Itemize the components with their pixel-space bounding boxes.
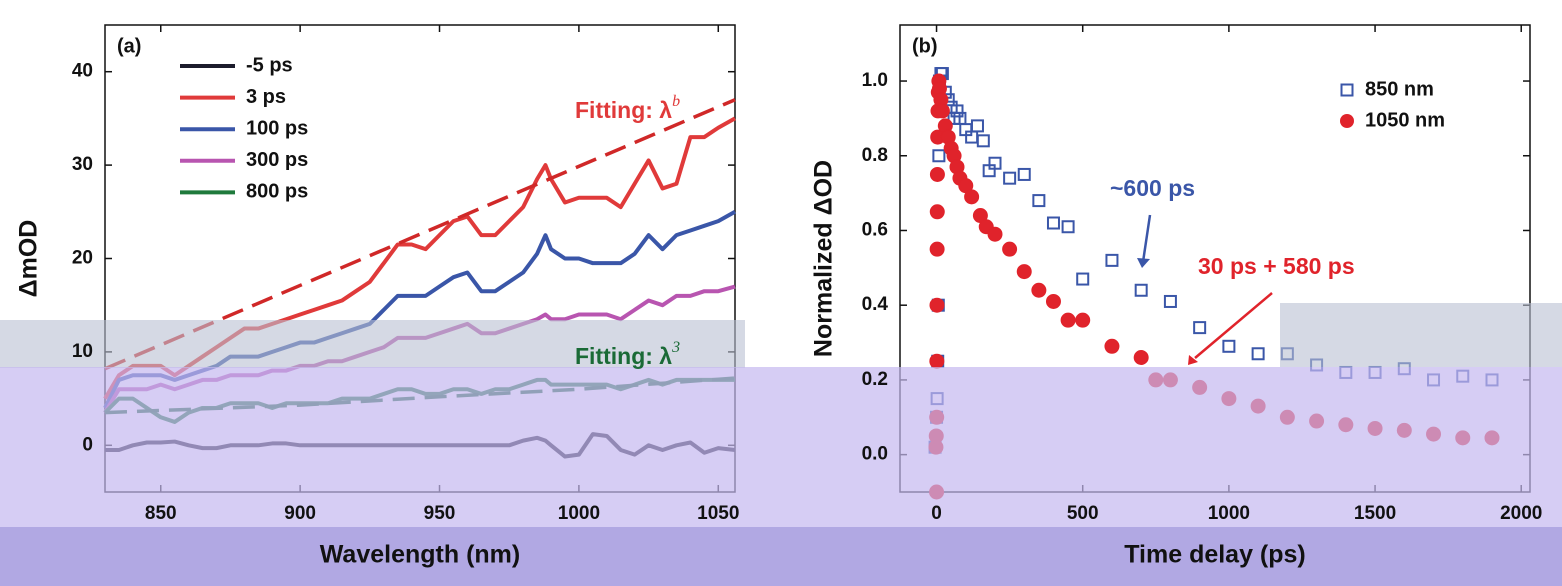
x-tick-label: 2000 (1500, 503, 1542, 524)
x-tick-label: 950 (424, 503, 456, 524)
point (932, 149, 946, 163)
point (929, 204, 945, 220)
y-tick-label: 1.0 (862, 70, 888, 91)
y-tick-label: 40 (72, 61, 93, 82)
x-tick-label: 900 (284, 503, 316, 524)
point (1045, 293, 1061, 309)
annotation-sup: 3 (671, 339, 680, 356)
x-axis-title: Wavelength (nm) (320, 541, 520, 569)
legend-label: 300 ps (246, 149, 308, 171)
annotation-sup: b (672, 93, 680, 110)
point (1032, 194, 1046, 208)
x-tick-label: 1000 (1208, 503, 1250, 524)
legend-label: -5 ps (246, 54, 293, 76)
x-tick-label: 1500 (1354, 503, 1396, 524)
point (929, 353, 945, 369)
y-tick-label: 0.4 (862, 294, 889, 315)
legend-label: 100 ps (246, 117, 308, 139)
annotation-text: Fitting: λ (575, 343, 672, 369)
point (1163, 294, 1177, 308)
annotation: Fitting: λb (575, 93, 680, 123)
point (1104, 338, 1120, 354)
panel-label: (a) (117, 35, 141, 57)
legend-swatch (1340, 114, 1354, 128)
legend-swatch (1340, 83, 1354, 97)
y-tick-label: 0.0 (862, 444, 888, 465)
point (1061, 220, 1075, 234)
y-tick-label: 0.6 (862, 219, 888, 240)
overlay-band (0, 367, 1562, 527)
y-tick-label: 0.2 (862, 369, 888, 390)
y-tick-label: 0 (82, 434, 93, 455)
point (1016, 264, 1032, 280)
point (1134, 283, 1148, 297)
panel-label: (b) (912, 35, 938, 57)
x-tick-label: 500 (1067, 503, 1099, 524)
x-tick-label: 1000 (558, 503, 600, 524)
point (929, 297, 945, 313)
point (987, 226, 1003, 242)
point (1060, 312, 1076, 328)
point (1193, 321, 1207, 335)
annotation: 30 ps + 580 ps (1198, 253, 1355, 279)
point (929, 166, 945, 182)
y-tick-label: 20 (72, 248, 93, 269)
annotation: Fitting: λ3 (575, 339, 680, 369)
point (934, 103, 950, 119)
overlay-band (0, 320, 745, 368)
y-axis-title: ΔmOD (15, 220, 43, 298)
point (970, 119, 984, 133)
point (988, 156, 1002, 170)
arrow-600 (1141, 214, 1152, 263)
arrow-head (1188, 355, 1198, 365)
point (950, 104, 964, 118)
point (929, 241, 945, 257)
legend-label: 1050 nm (1365, 109, 1445, 131)
point (1003, 171, 1017, 185)
point (964, 189, 980, 205)
annotation: ~600 ps (1110, 175, 1195, 201)
overlay-band (0, 527, 1562, 586)
point (1046, 216, 1060, 230)
point (1222, 339, 1236, 353)
annotation-text: 30 ps + 580 ps (1198, 253, 1355, 279)
annotation-text: ~600 ps (1110, 175, 1195, 201)
x-axis-title: Time delay (ps) (1124, 541, 1306, 569)
point (1031, 282, 1047, 298)
x-tick-label: 850 (145, 503, 177, 524)
point (1017, 167, 1031, 181)
overlay-band (1280, 303, 1562, 367)
y-axis-title: Normalized ΔOD (810, 160, 838, 357)
point (1133, 350, 1149, 366)
y-tick-label: 0.8 (862, 145, 888, 166)
point (976, 134, 990, 148)
legend-label: 850 nm (1365, 78, 1434, 100)
point (1251, 347, 1265, 361)
y-tick-label: 30 (72, 154, 93, 175)
point (1105, 253, 1119, 267)
point (1076, 272, 1090, 286)
x-tick-label: 1050 (697, 503, 739, 524)
legend-label: 800 ps (246, 181, 308, 203)
y-tick-label: 10 (72, 341, 93, 362)
legend-label: 3 ps (246, 86, 286, 108)
point (1002, 241, 1018, 257)
arrow-fit (1194, 292, 1273, 359)
point (1075, 312, 1091, 328)
annotation-text: Fitting: λ (575, 97, 672, 123)
x-tick-label: 0 (931, 503, 942, 524)
arrow-head (1137, 258, 1150, 268)
